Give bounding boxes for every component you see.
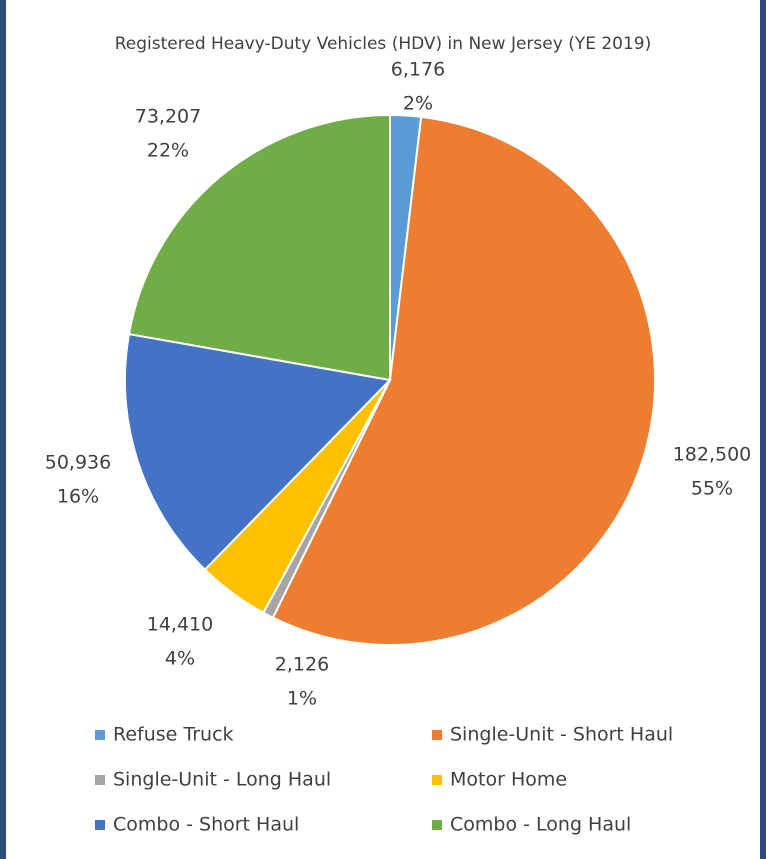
- data-label-percent: 4%: [165, 648, 195, 670]
- data-label: 182,500: [673, 444, 752, 466]
- legend-label: Single-Unit - Long Haul: [113, 769, 331, 791]
- legend-marker: [432, 775, 442, 785]
- legend-label: Motor Home: [450, 769, 567, 791]
- data-label: 14,410: [147, 614, 213, 636]
- legend-label: Combo - Short Haul: [113, 814, 299, 836]
- legend-label: Combo - Long Haul: [450, 814, 631, 836]
- legend-marker: [95, 820, 105, 830]
- data-label-percent: 22%: [147, 140, 189, 162]
- legend-marker: [432, 730, 442, 740]
- legend-marker: [95, 730, 105, 740]
- legend-marker: [95, 775, 105, 785]
- legend-label: Single-Unit - Short Haul: [450, 724, 673, 746]
- data-label: 2,126: [275, 654, 329, 676]
- data-label: 73,207: [135, 106, 201, 128]
- data-label: 50,936: [45, 452, 111, 474]
- pie-slice: [124, 332, 393, 572]
- data-label-percent: 2%: [403, 93, 433, 115]
- data-label-percent: 16%: [57, 486, 99, 508]
- chart-title: Registered Heavy-Duty Vehicles (HDV) in …: [115, 34, 652, 54]
- data-label: 6,176: [391, 59, 445, 81]
- legend-label: Refuse Truck: [113, 724, 234, 746]
- data-label-percent: 1%: [287, 688, 317, 710]
- data-label-percent: 55%: [691, 478, 733, 500]
- pie-slice: [127, 113, 391, 382]
- pie-slice: [271, 115, 656, 646]
- legend-marker: [432, 820, 442, 830]
